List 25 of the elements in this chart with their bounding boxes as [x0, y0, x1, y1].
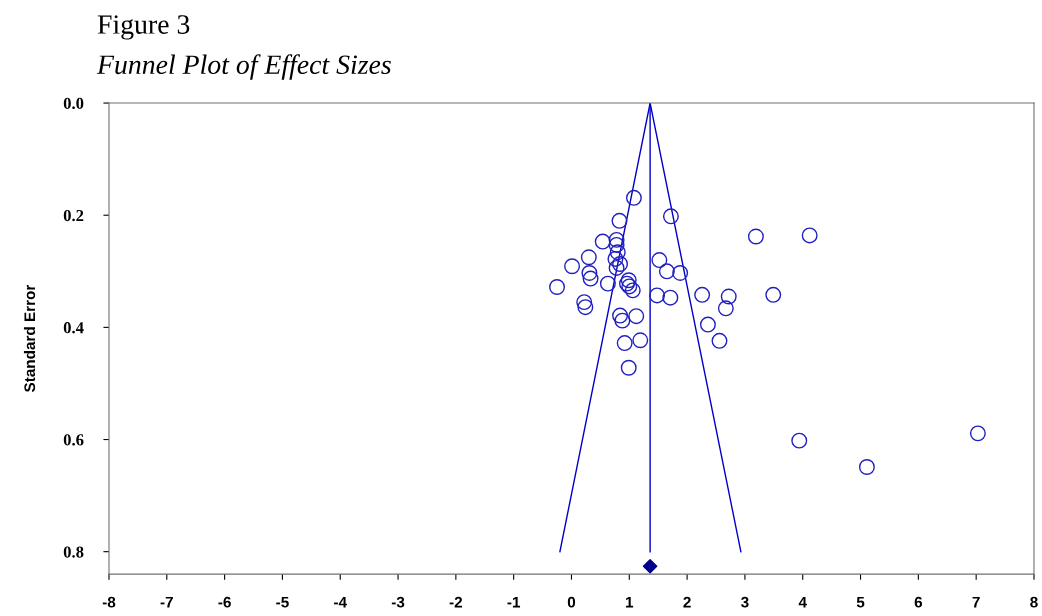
x-tick-label: -6: [218, 596, 231, 608]
x-tick-label: 8: [1030, 596, 1038, 608]
chart-subtitle: Funnel Plot of Effect Sizes: [96, 54, 391, 80]
x-tick-label: 5: [856, 596, 865, 608]
x-tick-label: -2: [449, 596, 463, 608]
y-tick-label: 0.8: [63, 546, 84, 558]
x-tick-label: -5: [276, 596, 289, 608]
x-tick-label: 7: [972, 596, 980, 608]
y-tick-label: 0.6: [63, 434, 84, 446]
y-axis-title: Standard Error: [23, 284, 36, 393]
x-tick-label: 0: [567, 596, 576, 608]
x-tick-label: 1: [626, 596, 634, 608]
x-tick-label: -1: [507, 596, 521, 608]
x-tick-label: -4: [334, 596, 347, 608]
x-tick-label: 4: [798, 596, 807, 608]
x-tick-label: 3: [741, 596, 749, 608]
x-tick-label: -3: [391, 596, 405, 608]
y-tick-label: 0.4: [63, 322, 84, 334]
x-tick-label: -7: [160, 596, 173, 608]
x-tick-label: -8: [102, 596, 116, 608]
x-tick-label: 6: [914, 596, 923, 608]
y-tick-label: 0.2: [63, 209, 84, 222]
x-tick-label: 2: [683, 596, 691, 608]
y-tick-label: 0.0: [63, 97, 84, 110]
chart-title: Figure 3: [97, 15, 190, 40]
